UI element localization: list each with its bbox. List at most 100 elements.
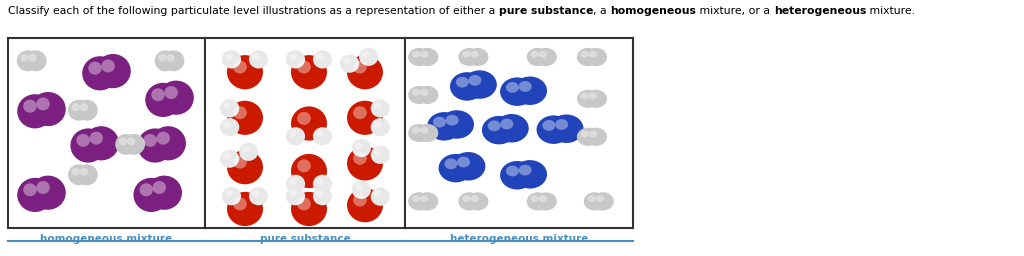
Circle shape	[470, 51, 478, 58]
Circle shape	[584, 192, 605, 210]
Circle shape	[151, 126, 186, 161]
Circle shape	[227, 150, 263, 184]
Text: Classify each of the following particulate level illustrations as a representati: Classify each of the following particula…	[8, 6, 499, 16]
Circle shape	[412, 127, 420, 134]
Circle shape	[501, 119, 513, 130]
Circle shape	[286, 187, 305, 205]
Text: pure substance: pure substance	[260, 234, 350, 244]
Circle shape	[16, 50, 39, 71]
Circle shape	[462, 51, 470, 58]
Circle shape	[513, 160, 547, 189]
Circle shape	[596, 195, 604, 202]
Circle shape	[316, 178, 324, 185]
Text: mixture.: mixture.	[866, 6, 915, 16]
Circle shape	[316, 130, 324, 137]
Circle shape	[68, 100, 90, 121]
Circle shape	[412, 195, 420, 202]
Circle shape	[313, 50, 332, 69]
Circle shape	[297, 159, 311, 172]
Circle shape	[36, 98, 50, 110]
Circle shape	[343, 57, 350, 64]
Circle shape	[233, 61, 247, 73]
Circle shape	[227, 55, 263, 89]
Circle shape	[500, 161, 535, 189]
Circle shape	[77, 134, 90, 147]
Circle shape	[581, 131, 589, 137]
Circle shape	[374, 149, 381, 156]
Circle shape	[76, 100, 97, 121]
Circle shape	[84, 126, 119, 161]
Circle shape	[495, 114, 528, 143]
Circle shape	[31, 176, 66, 210]
Circle shape	[316, 53, 324, 60]
Circle shape	[353, 194, 367, 207]
Circle shape	[163, 50, 184, 71]
Circle shape	[585, 48, 607, 66]
Circle shape	[539, 51, 547, 58]
Circle shape	[470, 195, 478, 202]
Circle shape	[371, 188, 390, 206]
Circle shape	[31, 92, 66, 126]
Circle shape	[459, 192, 480, 210]
Circle shape	[433, 117, 446, 127]
Circle shape	[289, 130, 297, 137]
Circle shape	[72, 103, 80, 111]
Circle shape	[539, 195, 547, 202]
Circle shape	[291, 106, 327, 141]
Circle shape	[352, 139, 371, 157]
Circle shape	[233, 156, 247, 168]
Circle shape	[119, 137, 127, 145]
Circle shape	[457, 157, 470, 167]
Circle shape	[526, 48, 549, 66]
Circle shape	[347, 55, 383, 89]
Circle shape	[316, 190, 324, 197]
Circle shape	[222, 50, 241, 69]
Text: pure substance: pure substance	[499, 6, 593, 16]
Circle shape	[289, 190, 297, 197]
Circle shape	[427, 112, 462, 141]
Circle shape	[506, 166, 519, 176]
Circle shape	[519, 81, 531, 92]
Circle shape	[352, 181, 371, 199]
Circle shape	[139, 183, 153, 196]
Circle shape	[68, 164, 90, 185]
Circle shape	[291, 154, 327, 188]
Circle shape	[417, 86, 438, 104]
Circle shape	[506, 82, 519, 93]
Circle shape	[412, 89, 420, 96]
Circle shape	[116, 134, 137, 155]
Circle shape	[530, 195, 539, 202]
Circle shape	[468, 75, 481, 86]
Circle shape	[500, 77, 535, 106]
Circle shape	[101, 59, 115, 72]
Circle shape	[585, 90, 607, 108]
Circle shape	[313, 187, 332, 205]
Circle shape	[340, 55, 359, 73]
Circle shape	[535, 192, 557, 210]
Circle shape	[239, 143, 258, 161]
Circle shape	[452, 152, 485, 180]
Circle shape	[585, 128, 607, 146]
Circle shape	[76, 164, 97, 185]
Circle shape	[80, 168, 88, 176]
Circle shape	[549, 114, 584, 143]
Circle shape	[420, 89, 428, 96]
Circle shape	[159, 81, 194, 115]
Circle shape	[155, 50, 176, 71]
Circle shape	[589, 93, 597, 100]
Circle shape	[167, 54, 175, 62]
Circle shape	[359, 48, 378, 66]
Text: homogeneous mixture: homogeneous mixture	[40, 234, 173, 244]
Circle shape	[362, 51, 370, 58]
Circle shape	[36, 181, 50, 194]
Circle shape	[24, 100, 37, 113]
Text: homogeneous: homogeneous	[610, 6, 696, 16]
Circle shape	[374, 121, 381, 128]
Circle shape	[592, 192, 613, 210]
Text: heterogeneous: heterogeneous	[774, 6, 866, 16]
Circle shape	[297, 61, 311, 73]
Circle shape	[95, 54, 131, 88]
Circle shape	[143, 134, 157, 147]
Circle shape	[222, 187, 241, 205]
Circle shape	[313, 175, 332, 193]
